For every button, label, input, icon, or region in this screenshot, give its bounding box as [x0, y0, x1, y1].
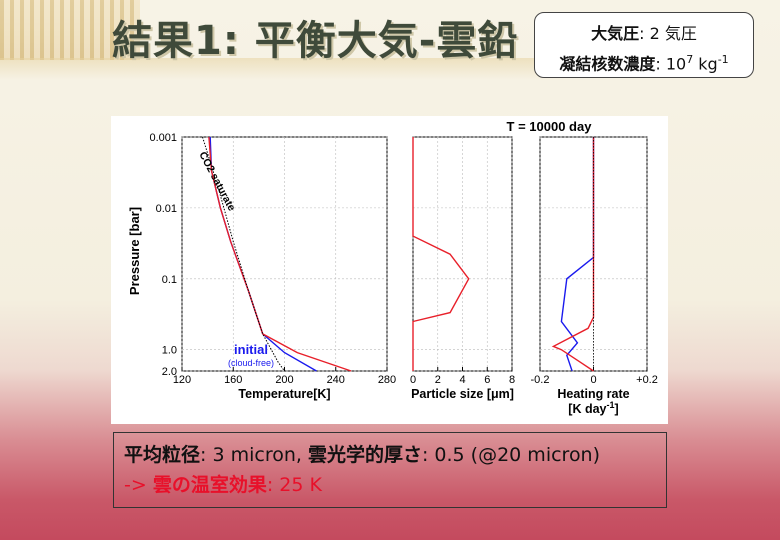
x-axis-label-unit: [K day-1] — [568, 400, 618, 416]
unit-exp: -1 — [607, 400, 615, 410]
series-line — [560, 137, 595, 372]
y-tick-label: 0.01 — [156, 203, 177, 215]
x-tick-label: 8 — [509, 374, 515, 386]
unit-text: [K day — [568, 402, 606, 416]
x-tick-label: 120 — [173, 374, 191, 386]
summary-line-1: 平均粒径: 3 micron, 雲光学的厚さ: 0.5 (@20 micron) — [124, 440, 656, 470]
info-unit-ccn-exp: -1 — [717, 53, 729, 66]
slide-title: 結果1: 平衡大気-雲鉛 — [112, 18, 519, 64]
info-box: 大気圧: 2 気圧 凝結核数濃度: 107 kg-1 — [534, 12, 754, 78]
info-label-ccn: 凝結核数濃度 — [559, 54, 656, 74]
cloudfree-annotation: (cloud-free) — [228, 358, 274, 368]
decorative-header-pattern — [0, 0, 140, 60]
x-tick-label: 2 — [435, 374, 441, 386]
decorative-header-fade — [0, 58, 560, 80]
info-line-pressure: 大気圧: 2 気圧 — [535, 21, 753, 47]
summary-box: 平均粒径: 3 micron, 雲光学的厚さ: 0.5 (@20 micron)… — [113, 432, 667, 508]
initial-annotation: initial — [234, 342, 268, 357]
figure-panels: 0.001 0.01 0.1 1.0 2.0 120 160 200 240 280 Tempera… — [111, 116, 668, 424]
x-tick-label: -0.2 — [531, 374, 550, 386]
time-label: T = 10000 day — [507, 119, 593, 134]
x-axis-label: Particle size [μm] — [411, 387, 514, 401]
series-line — [208, 136, 352, 372]
x-tick-label: 200 — [275, 374, 293, 386]
x-tick-label: 160 — [224, 374, 242, 386]
x-tick-label: +0.2 — [636, 374, 658, 386]
x-tick-label: 240 — [327, 374, 345, 386]
x-tick-label: 280 — [378, 374, 396, 386]
summary-label-diameter: 平均粒径 — [124, 444, 201, 466]
x-axis-label: Heating rate — [557, 387, 629, 401]
series-line — [412, 137, 470, 371]
y-tick-label: 0.1 — [162, 274, 177, 286]
summary-value-greenhouse: : 25 K — [266, 474, 322, 496]
y-tick-label: 2.0 — [162, 366, 177, 378]
x-tick-label: 0 — [410, 374, 416, 386]
summary-value-optical-depth: : 0.5 (@20 micron) — [421, 444, 601, 466]
x-tick-label: 4 — [459, 374, 465, 386]
info-label-pressure: 大気圧 — [591, 24, 640, 43]
summary-label-greenhouse: 雲の温室効果 — [152, 474, 267, 496]
unit-end: ] — [615, 402, 619, 416]
info-value-ccn: : 10 — [655, 54, 687, 74]
y-tick-label: 0.001 — [149, 132, 177, 144]
x-tick-label: 0 — [590, 374, 596, 386]
info-line-ccn: 凝結核数濃度: 107 kg-1 — [535, 47, 753, 77]
x-axis-label: Temperature[K] — [238, 387, 330, 401]
series-line — [202, 136, 285, 372]
info-value-ccn-exp: 7 — [686, 53, 694, 66]
y-axis-label: Pressure [bar] — [127, 207, 142, 295]
y-tick-label: 1.0 — [162, 345, 177, 357]
info-value-pressure: : 2 気圧 — [639, 24, 697, 43]
x-tick-label: 6 — [484, 374, 490, 386]
saturate-annotation: CO2 saturate — [196, 150, 237, 213]
series-line — [551, 137, 595, 372]
info-unit-ccn: kg — [693, 54, 718, 74]
summary-value-diameter: : 3 micron, — [200, 444, 308, 466]
summary-line-2: -> 雲の温室効果: 25 K — [124, 470, 656, 500]
summary-label-optical-depth: 雲光学的厚さ — [307, 444, 422, 466]
summary-arrow: -> — [124, 474, 153, 496]
